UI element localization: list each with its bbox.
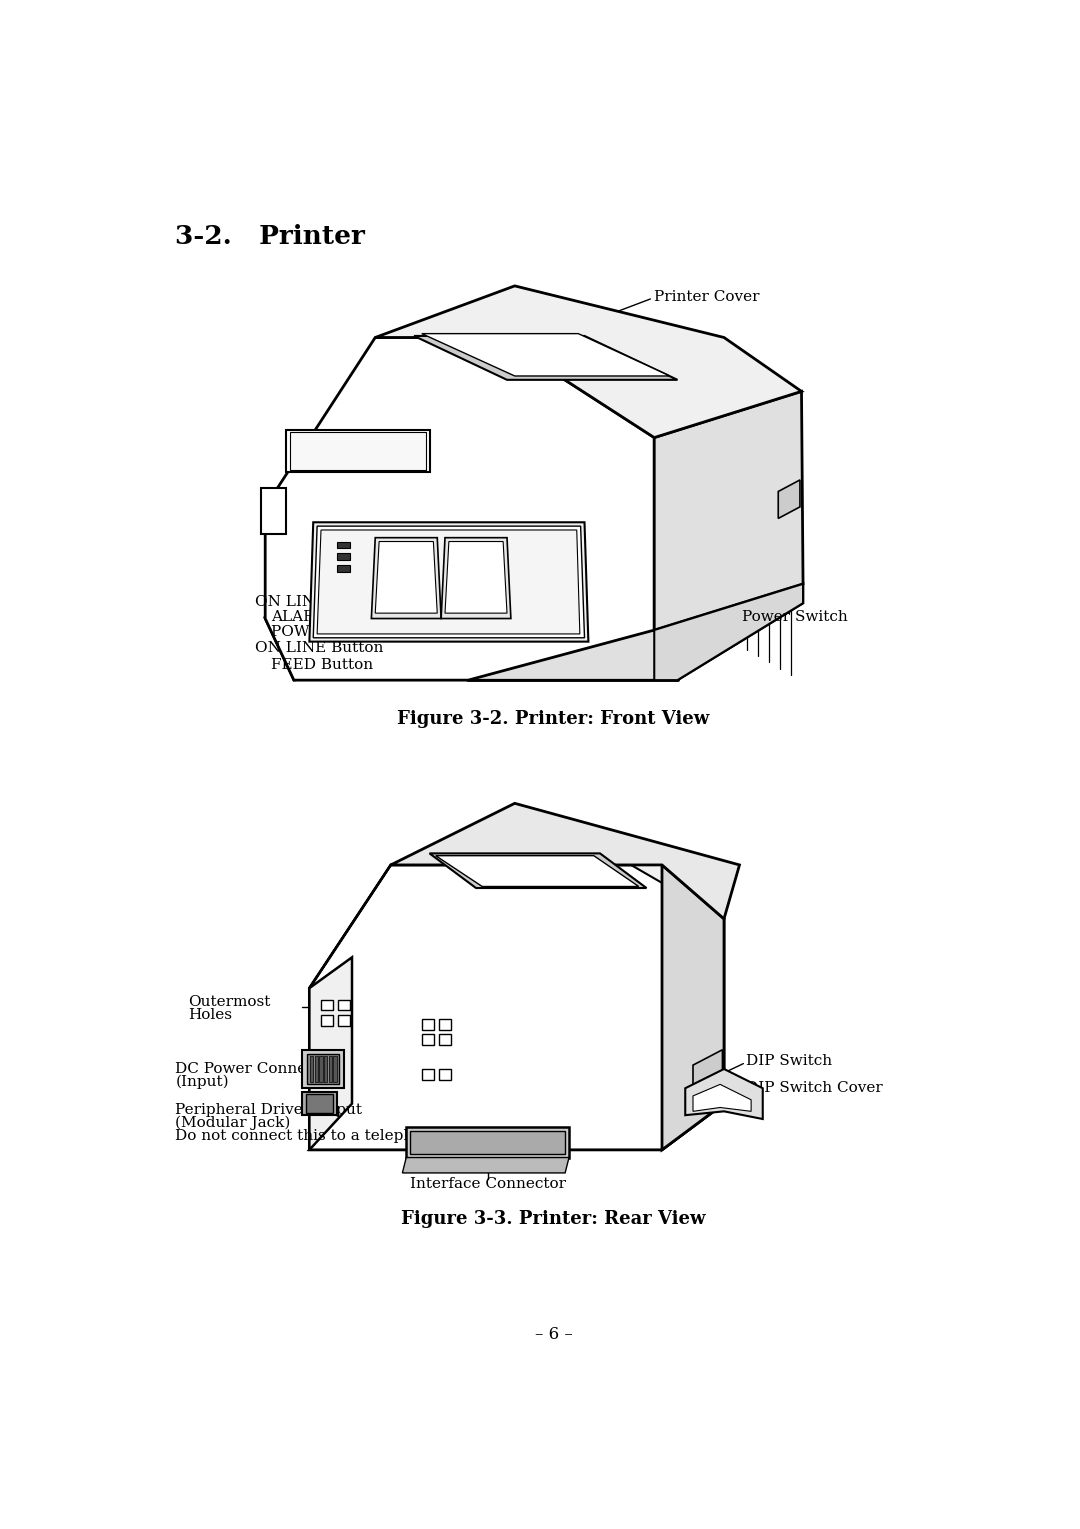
Polygon shape — [338, 1000, 350, 1011]
Polygon shape — [313, 526, 584, 638]
Polygon shape — [320, 1057, 323, 1083]
Polygon shape — [301, 1050, 345, 1089]
Text: (Input): (Input) — [175, 1075, 229, 1089]
Polygon shape — [294, 674, 677, 680]
Polygon shape — [422, 1034, 434, 1046]
Polygon shape — [441, 538, 511, 619]
Polygon shape — [306, 1095, 333, 1113]
Polygon shape — [338, 1015, 350, 1026]
Polygon shape — [314, 1057, 318, 1083]
Text: (Modular Jack): (Modular Jack) — [175, 1116, 291, 1130]
Polygon shape — [438, 1018, 451, 1029]
Polygon shape — [309, 957, 352, 1150]
Polygon shape — [309, 1104, 724, 1150]
Polygon shape — [328, 1057, 332, 1083]
Polygon shape — [309, 523, 589, 642]
Polygon shape — [260, 488, 286, 534]
Text: Figure 3-3. Printer: Rear View: Figure 3-3. Printer: Rear View — [402, 1209, 705, 1228]
Polygon shape — [266, 584, 804, 680]
Polygon shape — [654, 584, 804, 680]
Text: DC Power Connector: DC Power Connector — [175, 1063, 338, 1076]
Polygon shape — [337, 564, 350, 572]
Polygon shape — [266, 338, 654, 680]
Polygon shape — [321, 1015, 334, 1026]
Polygon shape — [693, 1084, 751, 1112]
Polygon shape — [438, 1069, 451, 1079]
Polygon shape — [310, 1057, 313, 1083]
Polygon shape — [422, 1018, 434, 1029]
Polygon shape — [403, 1157, 569, 1173]
Polygon shape — [375, 286, 801, 437]
Polygon shape — [334, 1057, 337, 1083]
Polygon shape — [654, 391, 804, 630]
Polygon shape — [430, 853, 647, 888]
Polygon shape — [438, 1034, 451, 1046]
Text: Figure 3-2. Printer: Front View: Figure 3-2. Printer: Front View — [397, 709, 710, 728]
Text: – 6 –: – 6 – — [535, 1326, 572, 1342]
Text: ON LINE Button: ON LINE Button — [255, 641, 383, 654]
Polygon shape — [307, 1053, 339, 1084]
Polygon shape — [685, 1069, 762, 1119]
Text: Holes: Holes — [188, 1008, 232, 1021]
Polygon shape — [779, 480, 800, 518]
Polygon shape — [422, 333, 670, 376]
Polygon shape — [422, 1069, 434, 1079]
Text: Outermost: Outermost — [188, 995, 270, 1009]
Text: ON LINE Lamp: ON LINE Lamp — [255, 595, 375, 609]
Text: Peripheral Drive Output: Peripheral Drive Output — [175, 1102, 362, 1116]
Polygon shape — [410, 1130, 565, 1154]
Text: DIP Switch Cover: DIP Switch Cover — [745, 1081, 882, 1095]
Polygon shape — [662, 865, 724, 1150]
Polygon shape — [318, 531, 580, 635]
Polygon shape — [301, 1092, 337, 1115]
Text: Do not connect this to a telephone: Do not connect this to a telephone — [175, 1128, 442, 1144]
Text: Power Switch: Power Switch — [742, 610, 848, 624]
Polygon shape — [291, 433, 426, 469]
Polygon shape — [372, 538, 441, 619]
Polygon shape — [309, 865, 724, 988]
Polygon shape — [406, 1127, 569, 1157]
Polygon shape — [375, 541, 437, 613]
Polygon shape — [414, 336, 677, 379]
Text: ALARM Lamp: ALARM Lamp — [271, 610, 378, 624]
Text: Printer Cover: Printer Cover — [654, 291, 759, 304]
Polygon shape — [309, 865, 724, 1150]
Text: POWER Lamp: POWER Lamp — [271, 625, 380, 639]
Text: FEED Button: FEED Button — [271, 657, 373, 671]
Polygon shape — [337, 541, 350, 549]
Text: 3-2.   Printer: 3-2. Printer — [175, 223, 365, 249]
Text: Interface Connector: Interface Connector — [409, 1177, 566, 1191]
Polygon shape — [435, 856, 638, 887]
Polygon shape — [445, 541, 507, 613]
Polygon shape — [391, 803, 740, 919]
Polygon shape — [321, 1000, 334, 1011]
Polygon shape — [337, 553, 350, 560]
Text: DIP Switch: DIP Switch — [745, 1055, 832, 1069]
Polygon shape — [324, 1057, 327, 1083]
Polygon shape — [693, 1050, 723, 1099]
Polygon shape — [286, 430, 430, 472]
